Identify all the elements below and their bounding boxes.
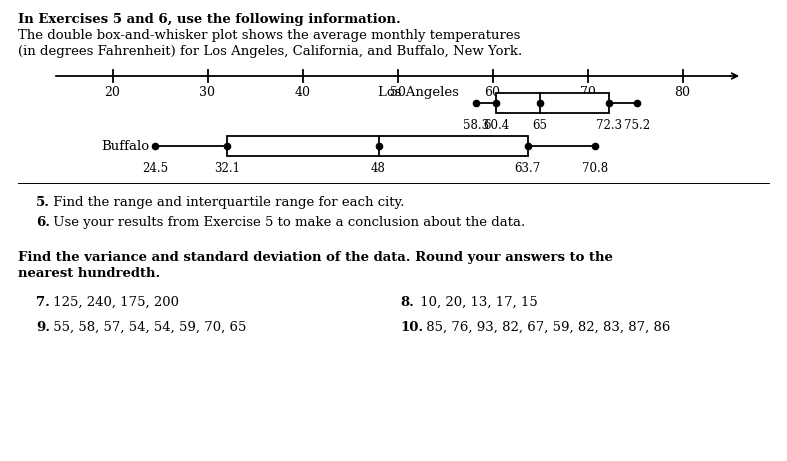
Text: 10.: 10. — [400, 321, 423, 334]
Text: 63.7: 63.7 — [515, 162, 541, 175]
Text: 70: 70 — [579, 86, 596, 99]
Text: 32.1: 32.1 — [214, 162, 241, 175]
Text: 80: 80 — [674, 86, 690, 99]
Text: The double box-and-whisker plot shows the average monthly temperatures: The double box-and-whisker plot shows th… — [18, 29, 520, 42]
Text: 65: 65 — [533, 119, 548, 132]
Text: 70.8: 70.8 — [582, 162, 608, 175]
Text: 55, 58, 57, 54, 54, 59, 70, 65: 55, 58, 57, 54, 54, 59, 70, 65 — [49, 321, 246, 334]
Text: 40: 40 — [294, 86, 311, 99]
Text: 60: 60 — [485, 86, 501, 99]
Text: 85, 76, 93, 82, 67, 59, 82, 83, 87, 86: 85, 76, 93, 82, 67, 59, 82, 83, 87, 86 — [422, 321, 671, 334]
Text: 7.: 7. — [36, 296, 50, 309]
Text: Buffalo: Buffalo — [101, 140, 150, 153]
Text: Find the variance and standard deviation of the data. Round your answers to the: Find the variance and standard deviation… — [18, 251, 613, 264]
Text: nearest hundredth.: nearest hundredth. — [18, 267, 161, 280]
Bar — [497, 93, 609, 113]
Text: 5.: 5. — [36, 196, 50, 209]
Text: 9.: 9. — [36, 321, 50, 334]
Text: 125, 240, 175, 200: 125, 240, 175, 200 — [49, 296, 179, 309]
Text: 20: 20 — [105, 86, 120, 99]
Text: (in degrees Fahrenheit) for Los Angeles, California, and Buffalo, New York.: (in degrees Fahrenheit) for Los Angeles,… — [18, 45, 523, 58]
Text: Use your results from Exercise 5 to make a conclusion about the data.: Use your results from Exercise 5 to make… — [49, 216, 525, 229]
Text: 30: 30 — [199, 86, 216, 99]
Text: 60.4: 60.4 — [483, 119, 509, 132]
Text: 75.2: 75.2 — [624, 119, 650, 132]
Text: In Exercises 5 and 6, use the following information.: In Exercises 5 and 6, use the following … — [18, 13, 401, 26]
Text: Los Angeles: Los Angeles — [379, 86, 460, 99]
Text: Find the range and interquartile range for each city.: Find the range and interquartile range f… — [49, 196, 405, 209]
Text: 8.: 8. — [400, 296, 414, 309]
Text: 50: 50 — [390, 86, 405, 99]
Text: 6.: 6. — [36, 216, 50, 229]
Bar — [227, 136, 527, 156]
Text: 48: 48 — [371, 162, 386, 175]
Text: 10, 20, 13, 17, 15: 10, 20, 13, 17, 15 — [416, 296, 538, 309]
Text: 72.3: 72.3 — [597, 119, 623, 132]
Text: 24.5: 24.5 — [142, 162, 168, 175]
Text: 58.3: 58.3 — [464, 119, 490, 132]
